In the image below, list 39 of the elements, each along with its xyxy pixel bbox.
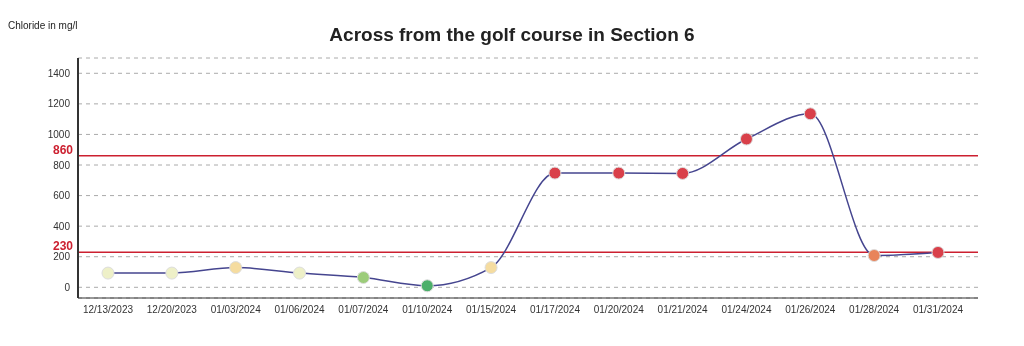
y-tick-label: 400 xyxy=(53,220,71,232)
y-tick-label: 200 xyxy=(53,251,71,263)
ref-line-label: 860 xyxy=(52,143,74,158)
point xyxy=(101,266,115,280)
x-tick-label: 01/24/2024 xyxy=(721,304,772,316)
x-tick-label: 01/07/2024 xyxy=(338,304,389,316)
y-tick-label: 800 xyxy=(53,159,71,171)
y-tick-label: 1200 xyxy=(47,98,71,110)
point xyxy=(165,266,179,280)
point xyxy=(931,245,945,259)
x-tick-label: 01/03/2024 xyxy=(210,304,262,316)
point xyxy=(612,166,626,180)
x-tick-label: 01/21/2024 xyxy=(657,304,709,316)
x-tick-label: 12/20/2023 xyxy=(146,304,198,316)
y-tick-label: 600 xyxy=(53,190,71,202)
chart-title: Across from the golf course in Section 6 xyxy=(329,24,695,45)
point xyxy=(484,261,498,275)
x-tick-label: 01/17/2024 xyxy=(529,304,581,316)
point xyxy=(739,132,753,146)
y-axis-title: Chloride in mg/l xyxy=(8,20,78,31)
x-tick-label: 01/20/2024 xyxy=(593,304,645,316)
x-tick-label: 01/31/2024 xyxy=(912,304,964,316)
x-tick-label: 01/06/2024 xyxy=(274,304,325,316)
point xyxy=(229,261,243,275)
x-tick-label: 01/26/2024 xyxy=(785,304,836,316)
x-tick-label: 12/13/2023 xyxy=(82,304,134,316)
point xyxy=(676,166,690,180)
point xyxy=(867,249,881,262)
y-tick-label: 0 xyxy=(64,281,71,293)
x-tick-label: 01/28/2024 xyxy=(849,304,900,316)
x-tick-label: 01/10/2024 xyxy=(402,304,453,316)
x-tick-label: 01/15/2024 xyxy=(466,304,517,316)
point xyxy=(803,107,817,121)
point xyxy=(420,279,434,293)
point xyxy=(356,271,370,285)
point xyxy=(548,166,562,180)
y-tick-label: 1000 xyxy=(47,128,71,140)
point xyxy=(293,266,307,280)
y-tick-label: 1400 xyxy=(47,67,71,79)
